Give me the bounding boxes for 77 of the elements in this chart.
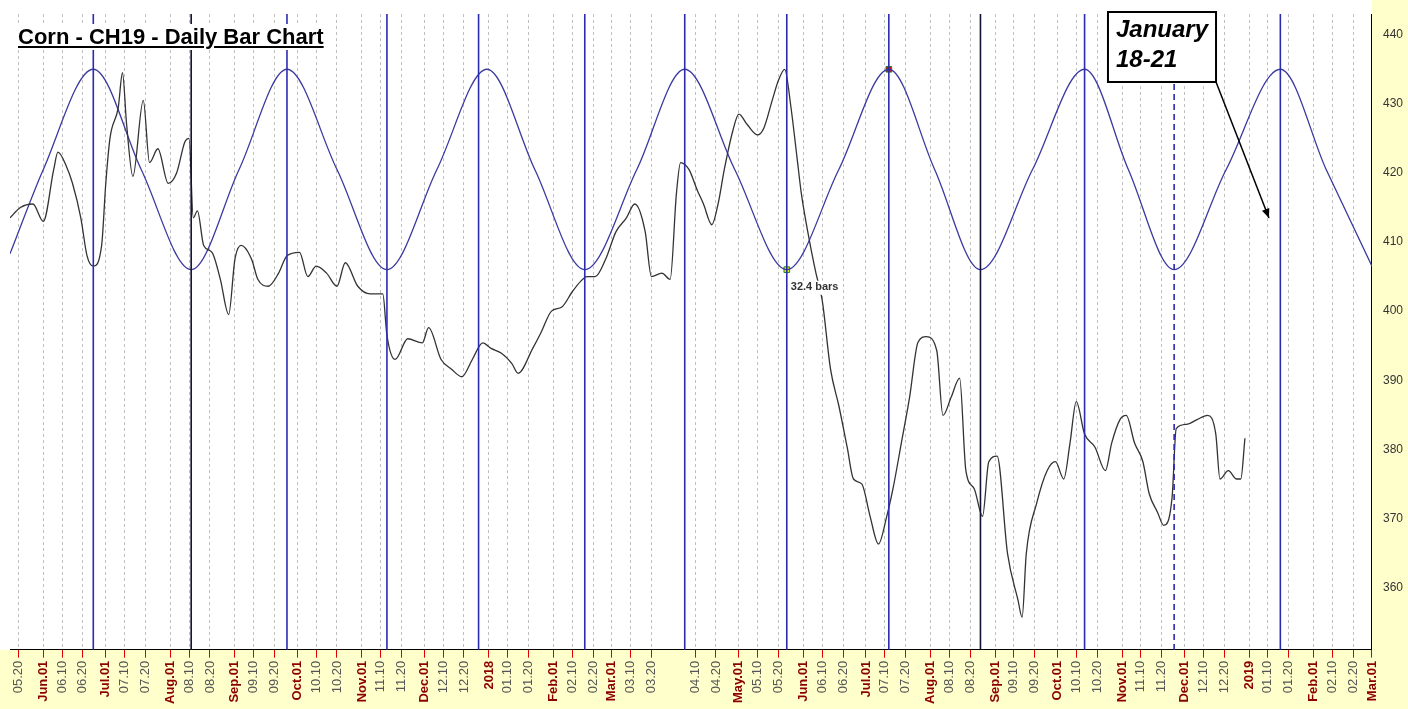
x-tick-label: 03.10 (622, 660, 638, 694)
y-tick-label: 380 (1382, 441, 1404, 456)
x-tick-label: Oct.01 (288, 660, 304, 701)
x-tick-label: 08.20 (201, 660, 217, 694)
y-tick-label: 370 (1382, 510, 1404, 525)
x-tick-label: 06.10 (813, 660, 829, 694)
x-tick-label: 09.20 (1026, 660, 1042, 694)
annotation: January 18-21 (1115, 14, 1210, 72)
x-tick-label: 05.10 (749, 660, 765, 694)
x-tick-label: 01.10 (499, 660, 515, 694)
x-tick-label: 06.20 (74, 660, 90, 694)
x-tick-label: 01.20 (520, 660, 536, 694)
x-tick-label: 04.20 (707, 660, 723, 694)
x-tick-label: 07.10 (876, 660, 892, 694)
x-tick-label: 09.10 (1005, 660, 1021, 694)
x-tick-label: 08.10 (180, 660, 196, 694)
y-tick-label: 440 (1382, 27, 1404, 42)
x-tick-label: 12.10 (1194, 660, 1210, 694)
x-tick-label: 05.20 (770, 660, 786, 694)
x-tick-label: 12.10 (434, 660, 450, 694)
x-tick-label: Aug.01 (161, 660, 177, 704)
x-tick-label: Feb.01 (1305, 660, 1321, 702)
x-tick-label: Sep.01 (986, 660, 1002, 703)
x-tick-label: Jul.01 (857, 660, 873, 698)
text: Corn - CH19 - Daily Bar Chart (16, 24, 326, 50)
x-tick-label: 09.10 (245, 660, 261, 694)
line-series (10, 68, 1246, 618)
x-tick-label: 10.10 (1067, 660, 1083, 694)
x-tick-label: 07.20 (136, 660, 152, 694)
x-tick-label: Sep.01 (226, 660, 242, 703)
y-tick-label: 360 (1382, 579, 1404, 594)
x-tick-label: 03.20 (643, 660, 658, 694)
x-tick-label: 12.20 (455, 660, 471, 694)
x-tick-label: Jun.01 (795, 660, 811, 702)
x-tick-label: Mar.01 (603, 660, 619, 702)
y-tick-label: 420 (1382, 165, 1404, 180)
x-tick-label: 2019 (1240, 660, 1256, 690)
x-tick-label: 06.10 (53, 660, 69, 694)
y-tick-label: 390 (1382, 372, 1404, 387)
x-tick-label: 02.20 (584, 660, 600, 694)
x-tick-label: 10.20 (328, 660, 344, 694)
x-tick-label: Dec.01 (1176, 660, 1192, 703)
x-tick-label: 11.10 (372, 660, 388, 693)
x-tick-label: May.01 (730, 660, 746, 704)
x-tick-label: Jul.01 (97, 660, 113, 698)
x-tick-label: 05.20 (9, 660, 25, 694)
x-tick-label: 11.10 (1132, 660, 1148, 693)
x-tick-label: 06.20 (834, 660, 850, 694)
x-tick-label: 09.20 (266, 660, 282, 694)
x-tick-label: 11.20 (393, 660, 409, 693)
x-tick-label: 02.10 (1323, 660, 1339, 694)
x-tick-label: Dec.01 (416, 660, 431, 703)
x-tick-label: 10.20 (1088, 660, 1104, 694)
y-tick-label: 400 (1382, 303, 1404, 318)
x-tick-label: Nov.01 (1113, 660, 1129, 703)
x-tick-label: 08.20 (961, 660, 977, 694)
x-tick-label: 01.20 (1280, 660, 1296, 694)
x-tick-label: Aug.01 (922, 660, 938, 704)
x-tick-label: Mar.01 (1363, 660, 1379, 702)
x-tick-label: 01.10 (1259, 660, 1275, 694)
annotation: 32.4 bars (790, 280, 839, 293)
x-tick-label: 02.10 (563, 660, 579, 694)
x-tick-label: 07.10 (116, 660, 132, 694)
x-tick-label: 02.20 (1344, 660, 1360, 694)
x-tick-label: Nov.01 (353, 660, 369, 703)
x-tick-label: 04.10 (686, 660, 702, 694)
x-tick-label: 2018 (480, 660, 496, 690)
x-tick-label: 07.20 (897, 660, 913, 694)
x-tick-label: 10.10 (307, 660, 323, 694)
x-tick-label: Oct.01 (1049, 660, 1065, 701)
x-tick-label: 08.10 (940, 660, 956, 694)
x-tick-label: Feb.01 (545, 660, 561, 702)
x-tick-label: 11.20 (1153, 660, 1169, 693)
y-tick-label: 430 (1382, 96, 1404, 111)
x-tick-label: 12.20 (1215, 660, 1231, 694)
x-tick-label: Jun.01 (34, 660, 50, 702)
y-tick-label: 410 (1382, 234, 1404, 249)
